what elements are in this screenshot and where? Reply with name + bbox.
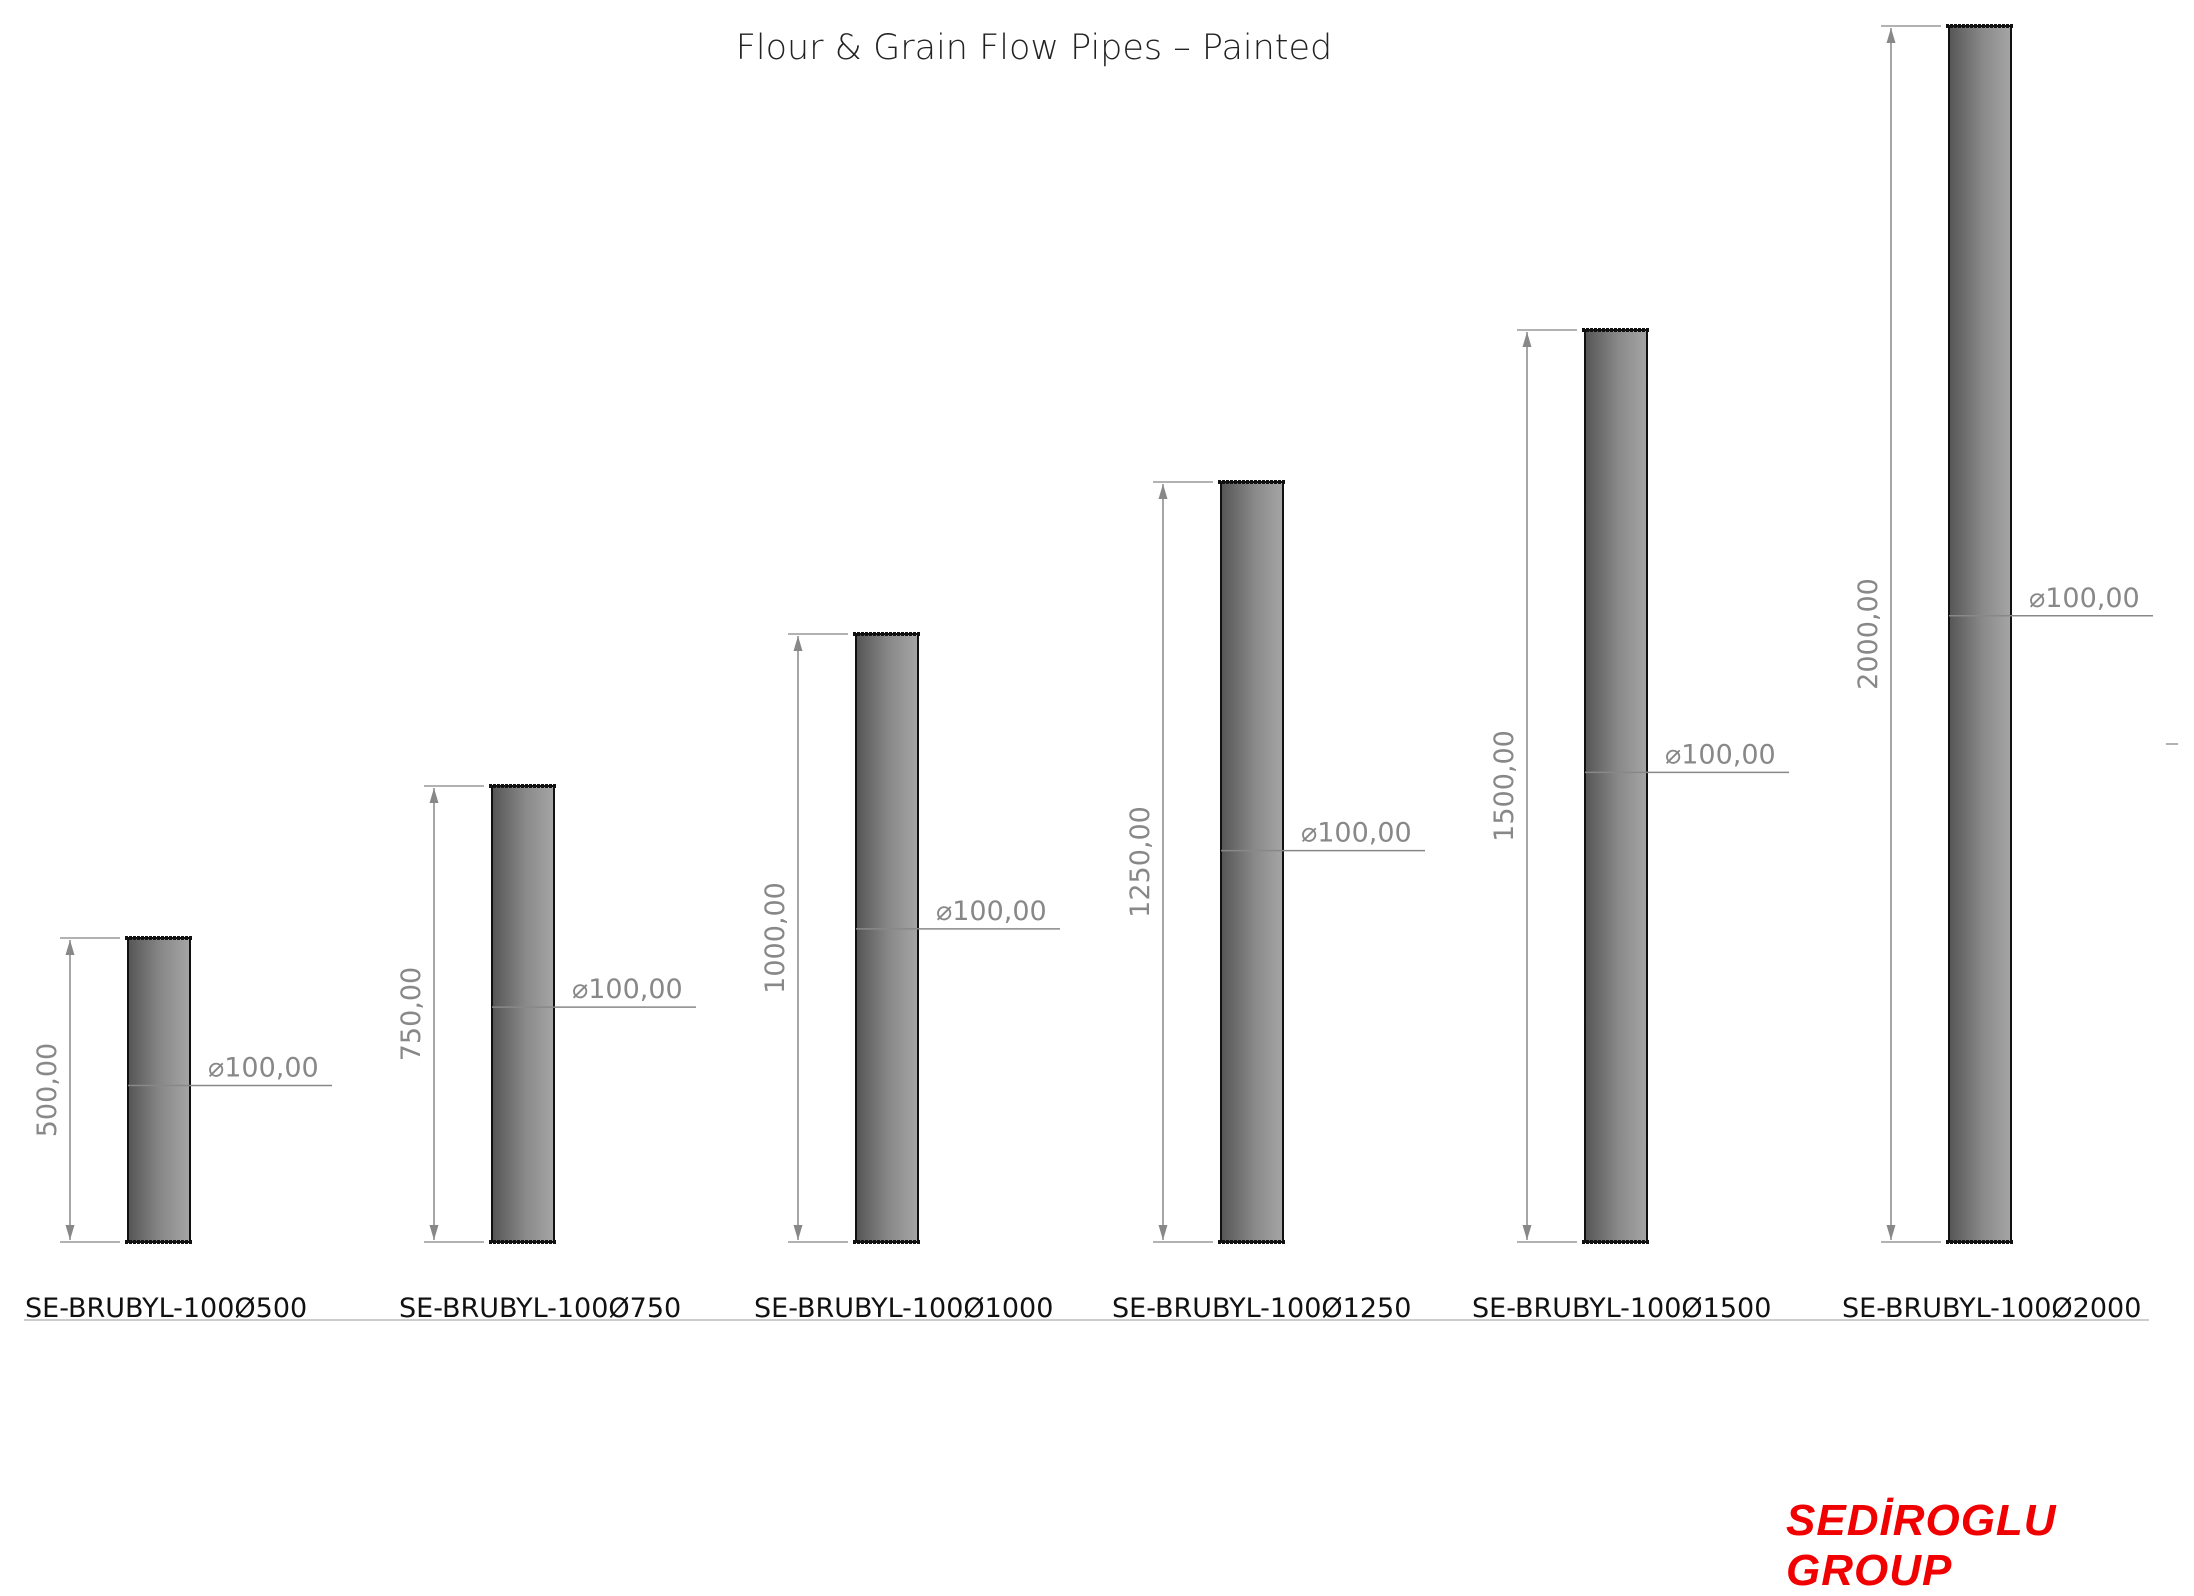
- length-label: 500,00: [32, 1043, 63, 1137]
- pipe-body: [127, 937, 191, 1243]
- length-label: 1250,00: [1125, 806, 1156, 918]
- pipe-code-label: SE-BRUBYL-100Ø2000: [1842, 1293, 2141, 1324]
- diameter-label: ⌀100,00: [572, 974, 683, 1005]
- drawing-title: Flour & Grain Flow Pipes – Painted: [735, 28, 1333, 68]
- length-label: 1500,00: [1489, 730, 1520, 842]
- diameter-label: ⌀100,00: [1665, 739, 1776, 770]
- pipe-1250: 1250,00 ⌀100,00 SE-BRUBYL-100Ø1250: [1112, 480, 1425, 1324]
- length-label: 1000,00: [760, 882, 791, 994]
- pipe-1500: 1500,00 ⌀100,00 SE-BRUBYL-100Ø1500: [1472, 328, 1789, 1324]
- pipe-500: 500,00 ⌀100,00 SE-BRUBYL-100Ø500: [25, 936, 332, 1324]
- pipe-code-label: SE-BRUBYL-100Ø1000: [754, 1293, 1053, 1324]
- pipe-750: 750,00 ⌀100,00 SE-BRUBYL-100Ø750: [396, 784, 696, 1324]
- pipe-code-label: SE-BRUBYL-100Ø1250: [1112, 1293, 1411, 1324]
- pipe-body: [1584, 329, 1648, 1243]
- pipe-1000: 1000,00 ⌀100,00 SE-BRUBYL-100Ø1000: [754, 632, 1060, 1324]
- pipe-drawing: 500,00 ⌀100,00 SE-BRUBYL-100Ø500 750,00 ⌀100…: [24, 24, 2178, 1324]
- pipe-code-label: SE-BRUBYL-100Ø750: [399, 1293, 681, 1324]
- pipe-body: [1220, 481, 1284, 1243]
- pipe-code-label: SE-BRUBYL-100Ø500: [25, 1293, 307, 1324]
- pipe-2000: 2000,00 ⌀100,00 SE-BRUBYL-100Ø2000: [1842, 24, 2153, 1324]
- diameter-label: ⌀100,00: [208, 1052, 319, 1083]
- length-label: 750,00: [396, 967, 427, 1061]
- diameter-label: ⌀100,00: [936, 896, 1047, 927]
- length-label: 2000,00: [1853, 578, 1884, 690]
- pipe-body: [855, 633, 919, 1243]
- pipe-body: [1948, 25, 2012, 1243]
- pipe-body: [491, 785, 555, 1243]
- diameter-label: ⌀100,00: [1301, 818, 1412, 849]
- company-logo: SEDİROGLU GROUP: [1786, 1496, 2057, 1595]
- pipe-code-label: SE-BRUBYL-100Ø1500: [1472, 1293, 1771, 1324]
- diameter-label: ⌀100,00: [2029, 583, 2140, 614]
